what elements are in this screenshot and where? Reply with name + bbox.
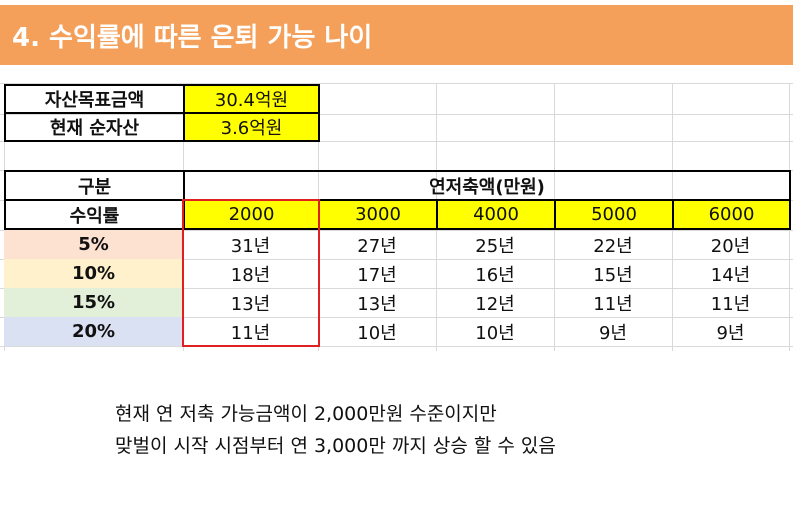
gridline [0, 288, 793, 289]
category-header[interactable]: 구분 [4, 170, 185, 201]
rate-header[interactable]: 수익률 [4, 199, 185, 230]
years-cell[interactable]: 18년 [230, 264, 271, 286]
years-cell[interactable]: 13년 [230, 293, 271, 315]
years-cell[interactable]: 11년 [710, 293, 751, 315]
gridline [0, 83, 793, 84]
years-cell[interactable]: 17년 [357, 264, 397, 286]
note-text: 현재 연 저축 가능금액이 2,000만원 수준이지만 맞벌이 시작 시점부터 … [115, 398, 556, 462]
savings-column-header[interactable]: 2000 [183, 199, 320, 230]
slide-title: 4. 수익률에 따른 은퇴 가능 나이 [0, 5, 793, 65]
savings-column-header[interactable]: 6000 [672, 199, 791, 230]
gridline [0, 141, 793, 142]
years-cell[interactable]: 22년 [593, 235, 633, 257]
net-asset-value[interactable]: 3.6억원 [183, 112, 320, 142]
spreadsheet-area: 자산목표금액 30.4억원 현재 순자산 3.6억원 구분 연저축액(만원) 수… [0, 83, 793, 351]
years-cell[interactable]: 14년 [710, 264, 751, 286]
rate-cell[interactable]: 10% [4, 259, 183, 288]
years-cell[interactable]: 11년 [230, 322, 271, 344]
years-cell[interactable]: 27년 [357, 235, 397, 257]
gridline [0, 230, 793, 231]
years-cell[interactable]: 31년 [230, 235, 271, 257]
years-cell[interactable]: 13년 [357, 293, 397, 315]
savings-column-header[interactable]: 5000 [554, 199, 674, 230]
years-cell[interactable]: 11년 [593, 293, 633, 315]
savings-column-header[interactable]: 3000 [318, 199, 438, 230]
rate-cell[interactable]: 5% [4, 230, 183, 259]
rate-cell[interactable]: 15% [4, 288, 183, 317]
asset-target-label[interactable]: 자산목표금액 [4, 84, 185, 114]
rate-cell[interactable]: 20% [4, 317, 183, 346]
years-cell[interactable]: 25년 [475, 235, 515, 257]
gridline [0, 346, 793, 347]
years-cell[interactable]: 16년 [475, 264, 515, 286]
gridline [0, 317, 793, 318]
years-cell[interactable]: 10년 [357, 322, 397, 344]
note-line-2: 맞벌이 시작 시점부터 연 3,000만 까지 상승 할 수 있음 [115, 435, 556, 457]
years-cell[interactable]: 12년 [475, 293, 515, 315]
gridline [0, 259, 793, 260]
note-line-1: 현재 연 저축 가능금액이 2,000만원 수준이지만 [115, 403, 497, 425]
gridline [0, 114, 793, 115]
years-cell[interactable]: 9년 [598, 322, 627, 344]
asset-target-value[interactable]: 30.4억원 [183, 84, 320, 114]
years-cell[interactable]: 20년 [710, 235, 751, 257]
net-asset-label[interactable]: 현재 순자산 [4, 112, 185, 142]
savings-header[interactable]: 연저축액(만원) [183, 170, 791, 201]
years-cell[interactable]: 10년 [475, 322, 515, 344]
years-cell[interactable]: 15년 [593, 264, 633, 286]
years-cell[interactable]: 9년 [716, 322, 745, 344]
savings-column-header[interactable]: 4000 [436, 199, 556, 230]
